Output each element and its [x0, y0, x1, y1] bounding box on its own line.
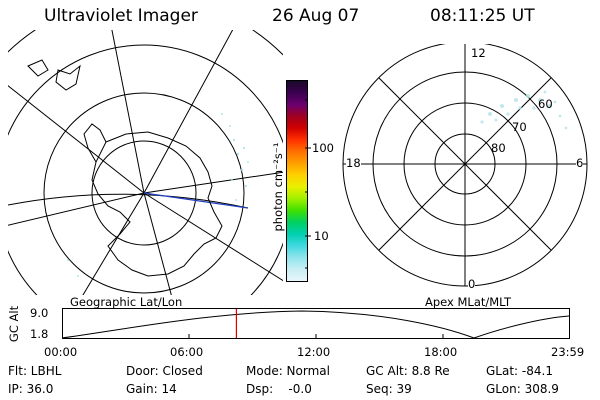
altitude-ylabel: GC Alt	[7, 305, 21, 343]
mlt-label-18: 18	[346, 156, 361, 170]
info-mode: Mode: Normal	[246, 364, 330, 378]
mlat-label-70: 70	[512, 120, 527, 134]
info-ip: IP: 36.0	[8, 382, 54, 396]
mlt-label-12: 12	[471, 46, 486, 60]
altitude-xtick-1200: 12:00	[297, 345, 331, 359]
info-flt: Flt: LBHL	[8, 364, 62, 378]
altitude-ytick-min: 1.8	[30, 327, 49, 341]
colorbar-unit-label: photon cm⁻²s⁻¹	[271, 142, 285, 232]
colorbar-tick-10: 10	[314, 229, 329, 243]
altitude-xtick-1800: 18:00	[424, 345, 458, 359]
date-label: 26 Aug 07	[272, 6, 360, 26]
time-label: 08:11:25 UT	[430, 6, 535, 26]
mlt-label-0: 0	[468, 277, 476, 291]
info-seq: Seq: 39	[366, 382, 412, 396]
altitude-xtick-0600: 06:00	[170, 345, 204, 359]
info-gain: Gain: 14	[126, 382, 177, 396]
altitude-xtick-0000: 00:00	[44, 345, 78, 359]
mlat-label-60: 60	[538, 97, 553, 111]
geographic-panel-label: Geographic Lat/Lon	[70, 295, 183, 309]
app-title: Ultraviolet Imager	[44, 6, 198, 26]
colorbar-gradient	[287, 81, 307, 281]
altitude-ytick-max: 9.0	[30, 306, 49, 320]
mlat-label-80: 80	[491, 141, 506, 155]
altitude-plot	[62, 308, 570, 339]
magnetic-polar-plot	[342, 44, 588, 287]
info-glat: GLat: -84.1	[486, 364, 553, 378]
colorbar	[286, 80, 308, 282]
magnetic-panel-label: Apex MLat/MLT	[425, 295, 512, 309]
info-gc-alt: GC Alt: 8.8 Re	[366, 364, 450, 378]
info-dsp: Dsp: -0.0	[246, 382, 312, 396]
colorbar-tick-100: 100	[312, 141, 334, 155]
info-glon: GLon: 308.9	[486, 382, 559, 396]
mlt-label-6: 6	[576, 156, 584, 170]
info-door: Door: Closed	[126, 364, 203, 378]
altitude-xtick-2359: 23:59	[551, 345, 585, 359]
colorbar-ticks	[305, 99, 311, 269]
geographic-map	[8, 30, 283, 295]
